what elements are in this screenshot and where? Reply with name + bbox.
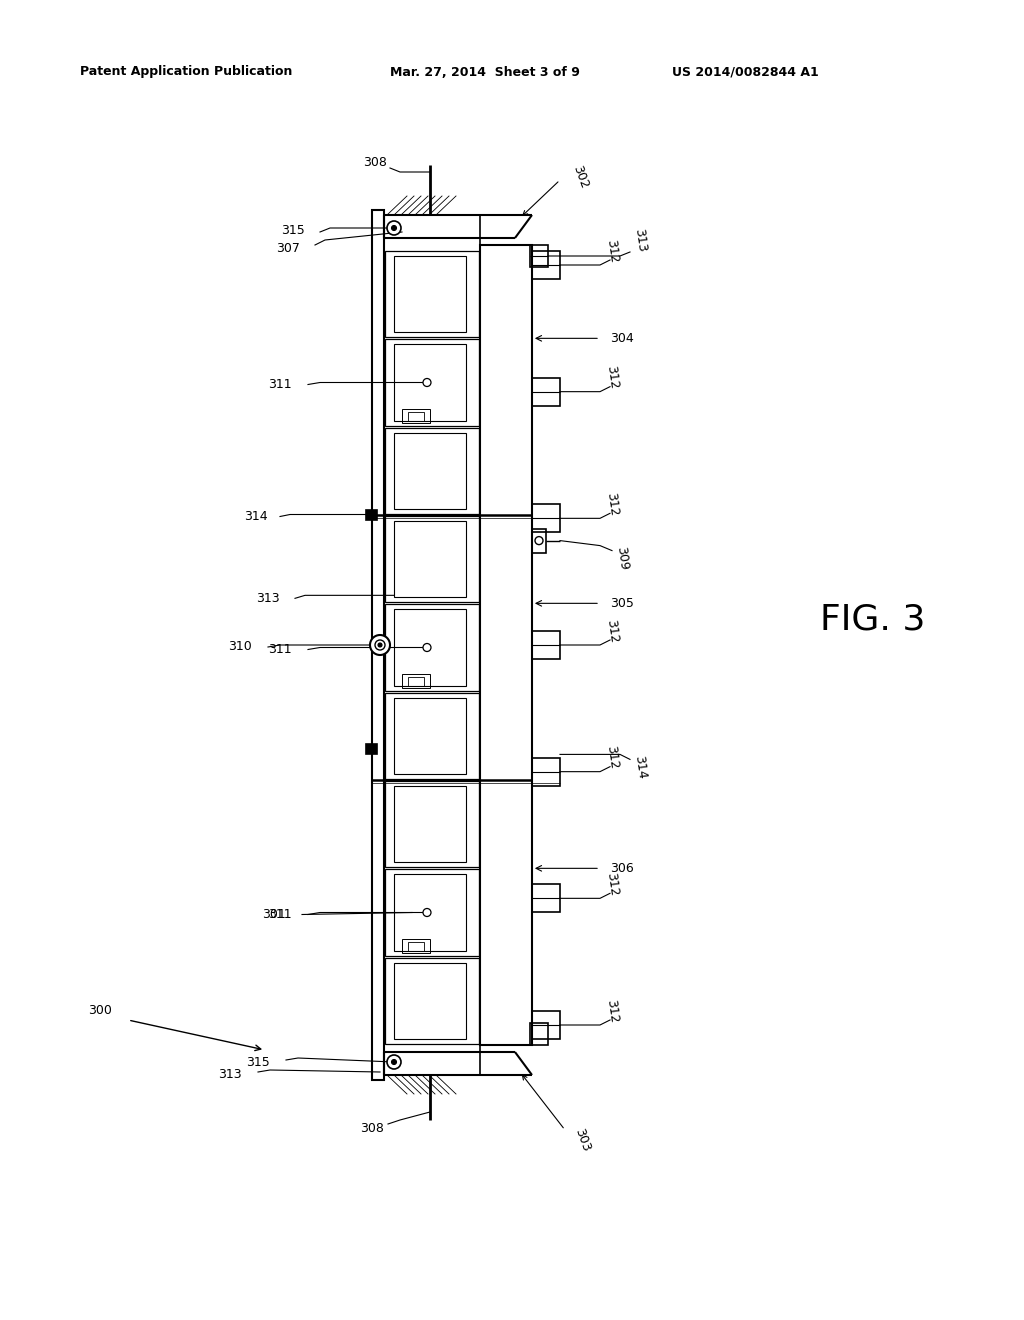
Bar [394,256,466,333]
Text: 312: 312 [604,239,621,264]
Circle shape [535,537,543,545]
Circle shape [391,226,396,231]
Text: Mar. 27, 2014  Sheet 3 of 9: Mar. 27, 2014 Sheet 3 of 9 [390,66,580,78]
Polygon shape [384,1052,532,1098]
Bar [394,698,466,774]
Text: 311: 311 [268,643,292,656]
Bar [394,962,466,1039]
Circle shape [423,908,431,916]
Bar [385,693,479,779]
Circle shape [370,635,390,655]
Bar [402,673,430,688]
Text: 312: 312 [604,492,621,517]
Bar [532,884,560,912]
Text: 312: 312 [604,366,621,391]
Bar [532,528,546,553]
Bar [394,610,466,685]
Text: Patent Application Publication: Patent Application Publication [80,66,293,78]
Text: 314: 314 [632,755,648,780]
Bar [385,516,479,602]
Bar [532,378,560,405]
Text: 313: 313 [218,1068,242,1081]
Text: 315: 315 [246,1056,270,1068]
Text: 306: 306 [610,862,634,875]
Circle shape [387,1055,401,1069]
Circle shape [391,1060,396,1064]
Bar [530,1023,548,1045]
Bar [408,677,424,685]
Text: 314: 314 [245,510,268,523]
Circle shape [378,643,382,647]
Bar [372,210,384,1080]
Circle shape [375,640,385,649]
Bar [394,345,466,421]
Bar [532,631,560,659]
Text: 311: 311 [268,908,292,921]
Bar [366,510,377,520]
Text: 315: 315 [282,223,305,236]
Circle shape [387,220,401,235]
Bar [402,939,430,953]
Text: 303: 303 [572,1126,592,1154]
Bar [402,409,430,422]
Bar [408,941,424,950]
Text: 300: 300 [88,1003,112,1016]
Bar [394,521,466,598]
Text: 311: 311 [268,378,292,391]
Circle shape [423,379,431,387]
Bar [385,605,479,690]
Text: 305: 305 [610,597,634,610]
Bar [384,215,480,1074]
Bar [532,504,560,532]
Text: 313: 313 [632,227,648,252]
Polygon shape [384,191,532,238]
Text: 307: 307 [276,242,300,255]
Bar [385,958,479,1044]
Bar [532,251,560,279]
Text: 312: 312 [604,871,621,896]
Bar [385,339,479,425]
Text: 310: 310 [228,640,252,653]
Bar [532,1011,560,1039]
Text: US 2014/0082844 A1: US 2014/0082844 A1 [672,66,819,78]
Text: 304: 304 [610,331,634,345]
Bar [394,785,466,862]
Bar [394,433,466,510]
Text: 313: 313 [256,591,280,605]
Bar [480,246,532,1045]
Bar [394,874,466,950]
Text: 308: 308 [364,156,387,169]
Bar [385,251,479,338]
Bar [385,428,479,513]
Bar [366,744,377,755]
Text: 312: 312 [604,998,621,1023]
Bar [385,870,479,956]
Text: FIG. 3: FIG. 3 [820,603,926,638]
Text: 308: 308 [360,1122,384,1134]
Text: 312: 312 [604,744,621,771]
Bar [385,781,479,867]
Text: 309: 309 [614,546,630,572]
Text: 301: 301 [262,908,286,921]
Bar [532,758,560,785]
Bar [408,412,424,421]
Circle shape [423,644,431,652]
Text: 312: 312 [604,618,621,644]
Bar [530,246,548,267]
Text: 302: 302 [570,164,591,190]
